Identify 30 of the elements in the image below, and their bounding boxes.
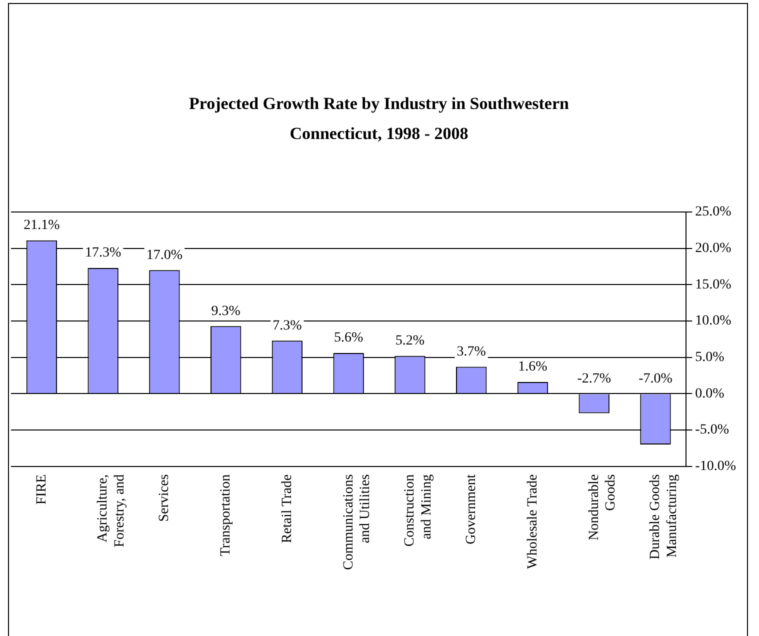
x-tick-label: Wholesale Trade	[525, 474, 540, 569]
data-label: 17.0%	[146, 248, 183, 263]
data-label: 7.3%	[272, 318, 302, 334]
y-tick-label: 10.0%	[695, 314, 732, 329]
x-tick-label: FIRE	[34, 474, 50, 505]
data-label: 17.3%	[84, 246, 122, 261]
y-tick-label: 15.0%	[695, 277, 732, 292]
y-tick-label: 20.0%	[695, 241, 732, 256]
x-tick-label: Communications and Utilities	[341, 474, 374, 570]
y-tick-label: 25.0%	[695, 204, 732, 220]
data-label: 3.7%	[456, 344, 486, 360]
y-tick-label: 0.0%	[695, 386, 725, 402]
x-tick-label: Agriculture, Forestry, and	[96, 474, 128, 548]
data-label: 21.1%	[24, 218, 60, 234]
y-tick-label: 5.0%	[695, 350, 725, 366]
x-tick-label: Durable Goods Manufacturing	[648, 474, 680, 560]
data-label: 5.6%	[334, 330, 364, 346]
y-tick-label: -5.0%	[695, 422, 730, 438]
x-tick-label: Nondurable Goods	[586, 474, 619, 540]
data-label: 9.3%	[211, 304, 241, 319]
x-tick-label: Government	[464, 474, 480, 544]
x-tick-label: Services	[157, 474, 172, 522]
data-label: 5.2%	[395, 334, 425, 349]
data-label: -7.0%	[638, 371, 673, 386]
data-label: 1.6%	[518, 360, 548, 375]
y-tick-label: -10.0%	[695, 459, 736, 474]
data-label: -2.7%	[577, 371, 612, 386]
chart-title: Projected Growth Rate by Industry in Southwestern Connecticut, 1998 - 2008	[188, 93, 570, 145]
x-tick-label: Retail Trade	[280, 474, 295, 544]
x-tick-label: Transportation	[218, 474, 234, 556]
